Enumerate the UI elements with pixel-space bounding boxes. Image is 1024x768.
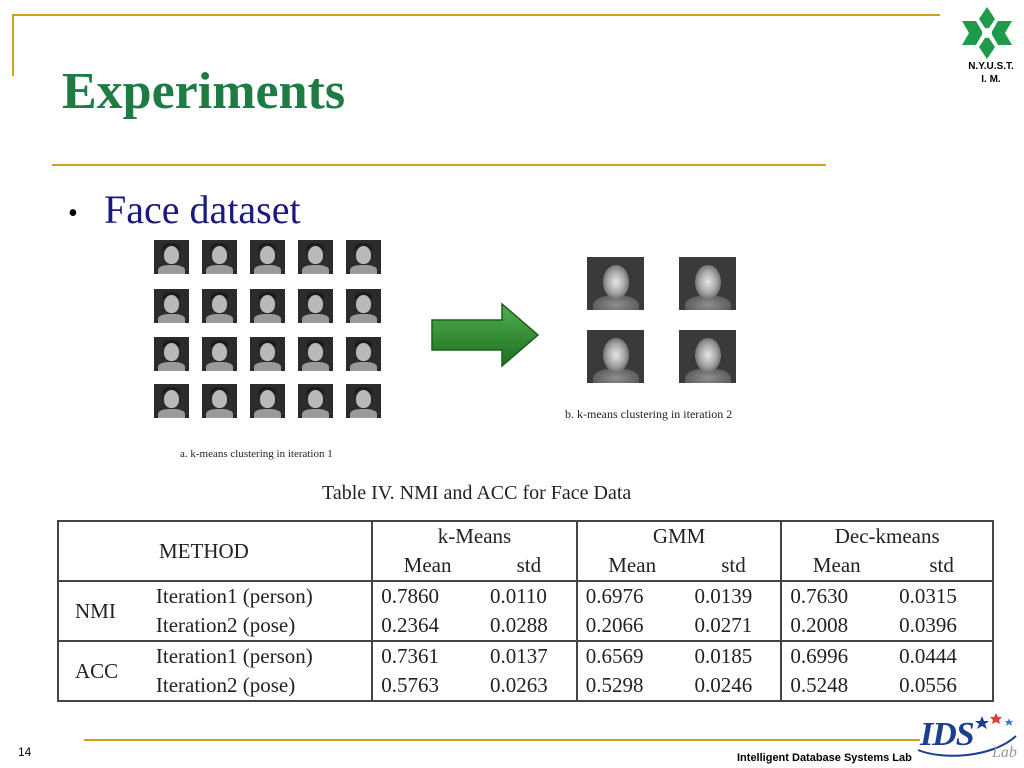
table-cell: 0.0263 [481,671,577,702]
group-header-gmm: GMM [575,520,782,551]
logo-text-line2: I. M. [981,74,1001,85]
page-number: 14 [18,745,32,759]
metric-label-nmi: NMI [57,580,148,641]
face-image [202,289,237,323]
top-gold-rule [12,14,940,16]
table-cell: 0.6976 [575,580,687,611]
table-cell: 0.0396 [891,611,994,641]
face-image [250,384,285,418]
table-cell: 0.2008 [780,611,892,641]
ids-logo-lab: Lab [992,744,1017,761]
table-cell: 0.0288 [489,613,548,637]
bullet-text: Face dataset [104,187,301,232]
face-image [154,240,189,274]
face-image [250,240,285,274]
logo-text-line1: N.Y.U.S.T. [968,61,1014,72]
face-image [154,337,189,371]
table-row: Iteration2 (pose) 0.2364 0.0288 0.2066 0… [58,611,994,641]
table-cell: 0.5298 [575,671,687,702]
table-cell: 0.2364 [371,611,482,641]
table-row: NMI Iteration1 (person) 0.7860 0.0110 0.… [57,580,994,641]
table-cell: 0.0556 [891,671,994,702]
subheader-cell: Mean [371,551,482,581]
metric-label-acc: ACC [57,640,148,702]
face-grid-iteration2 [587,257,737,387]
row-label: Iteration2 (pose) [147,671,373,702]
bullet-marker: • [68,198,78,229]
row-label: Iteration2 (pose) [155,613,296,637]
blurred-face-image [587,257,644,310]
table-cell: 0.0110 [481,580,577,611]
table-cell: 0.7860 [371,580,482,611]
blurred-face-image [587,330,644,383]
green-arrow-icon [431,302,540,368]
group-header-kmeans: k-Means [371,520,577,551]
face-image [250,289,285,323]
caption-iteration2: b. k-means clustering in iteration 2 [565,407,733,421]
table-header-row: METHOD k-Means GMM Dec-kmeans [56,520,994,581]
subheader-cell: Mean [575,551,687,581]
table-cell: 0.6996 [780,640,892,671]
face-image [346,337,381,371]
face-image [298,240,333,274]
face-image [298,289,333,323]
table-cell: 0.5763 [371,671,482,702]
table-cell: 0.5248 [780,671,892,702]
table-title: Table IV. NMI and ACC for Face Data [322,482,632,504]
title-underline-rule [52,164,826,166]
face-image [154,384,189,418]
university-logo-icon [962,7,1012,59]
face-image [202,240,237,274]
table-row: Iteration2 (pose) 0.5763 0.0263 0.5298 0… [58,671,994,702]
table-row: ACC Iteration1 (person) 0.7361 0.0137 0.… [57,640,994,702]
face-image [298,337,333,371]
caption-iteration1: a. k-means clustering in iteration 1 [180,448,333,460]
face-image [346,289,381,323]
footer-lab-name: Intelligent Database Systems Lab [737,752,912,764]
subheader-cell: std [891,551,994,581]
face-image [202,337,237,371]
ids-logo-icon [917,713,1017,757]
table-cell: 0.7361 [371,640,482,671]
results-table: METHOD k-Means GMM Dec-kmeans Mean std M… [56,520,994,702]
row-label: Iteration1 (person) [147,640,373,671]
face-grid-iteration1 [154,240,382,420]
face-image [154,289,189,323]
blurred-face-image [679,257,736,310]
face-image [346,240,381,274]
university-logo-text: N.Y.U.S.T. I. M. [958,60,1024,86]
table-cell: 0.0246 [686,671,782,702]
table-cell: 0.7630 [780,580,892,611]
left-gold-rule [12,14,14,76]
ids-lab-logo: IDS Lab [912,710,1020,766]
table-cell: 0.0185 [686,640,782,671]
table-cell: 0.0444 [891,640,994,671]
footer-gold-rule [84,739,920,741]
face-image [298,384,333,418]
table-cell: 0.0139 [686,580,782,611]
ids-logo-text: IDS [920,716,975,753]
table-cell: 0.0315 [891,580,994,611]
face-image [202,384,237,418]
table-cell: 0.2066 [575,611,687,641]
face-image [250,337,285,371]
table-cell: 0.0271 [694,613,753,637]
table-cell: 0.6569 [575,640,687,671]
subheader-cell: std [721,553,746,577]
method-header: METHOD [56,520,373,581]
row-label: Iteration1 (person) [147,580,373,611]
face-image [346,384,381,418]
subheader-cell: std [516,553,542,577]
subheader-cell: Mean [780,551,892,581]
table-subheader-row: Mean std Mean std Mean std [58,551,994,581]
table-cell: 0.0137 [481,640,577,671]
group-header-deckmeans: Dec-kmeans [780,520,994,551]
blurred-face-image [679,330,736,383]
slide-title: Experiments [62,63,346,120]
